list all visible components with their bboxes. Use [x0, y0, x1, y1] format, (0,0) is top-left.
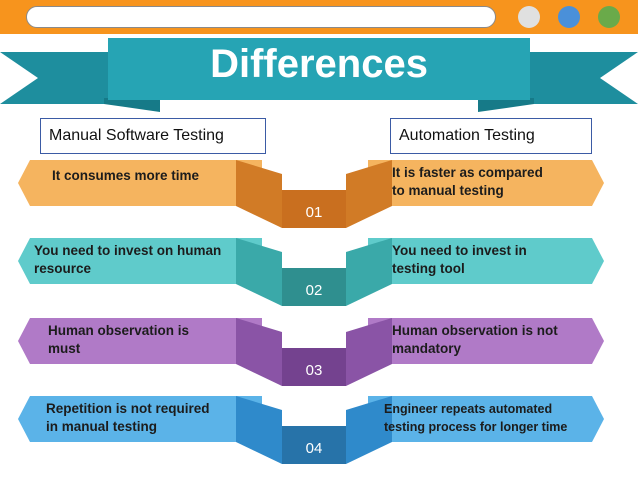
automation-point-4: Engineer repeats automated testing proces… [384, 400, 567, 436]
left-arrow-4 [18, 396, 262, 442]
gray-circle-icon[interactable] [518, 6, 540, 28]
manual-point-line: Repetition is not required [46, 401, 210, 416]
automation-testing-header: Automation Testing [390, 118, 592, 154]
top-bar [0, 0, 638, 34]
automation-point-1: It is faster as compared to manual testin… [392, 164, 543, 200]
automation-point-line: Human observation is not [392, 323, 558, 338]
automation-point-2: You need to invest in testing tool [392, 242, 527, 278]
automation-point-line: Engineer repeats automated [384, 402, 553, 416]
right-fold-4 [346, 396, 392, 464]
automation-point-line: testing tool [392, 261, 465, 276]
manual-point-line: in manual testing [46, 419, 158, 434]
row-number-4: 04 [305, 440, 323, 457]
right-fold-2 [346, 238, 392, 306]
automation-point-line: You need to invest in [392, 243, 527, 258]
number-band-1 [282, 190, 346, 228]
right-fold-1 [346, 160, 392, 228]
automation-point-line: to manual testing [392, 183, 504, 198]
green-circle-icon[interactable] [598, 6, 620, 28]
manual-point-line: It consumes more time [52, 168, 200, 183]
right-arrow-4 [368, 396, 604, 442]
left-arrow-3 [18, 318, 262, 364]
manual-point-line: must [48, 341, 81, 356]
manual-point-3: Human observation is must [48, 322, 189, 358]
automation-point-line: It is faster as compared [392, 165, 543, 180]
automation-point-line: testing process for longer time [384, 420, 568, 434]
left-arrow-2 [18, 238, 262, 284]
automation-point-line: mandatory [392, 341, 462, 356]
comparison-diagram [18, 160, 604, 464]
automation-point-3: Human observation is not mandatory [392, 322, 558, 358]
row-number-1: 01 [305, 204, 323, 221]
left-fold-3 [236, 318, 282, 386]
manual-point-line: Human observation is [48, 323, 190, 338]
blue-circle-icon[interactable] [558, 6, 580, 28]
manual-point-1: It consumes more time [52, 167, 199, 185]
manual-testing-header: Manual Software Testing [40, 118, 266, 154]
right-arrow-1 [368, 160, 604, 206]
manual-point-2: You need to invest on human resource [34, 242, 221, 278]
row-number-2: 02 [305, 282, 323, 299]
number-band-4 [282, 426, 346, 464]
search-bar[interactable] [26, 6, 496, 28]
right-arrow-2 [368, 238, 604, 284]
right-fold-3 [346, 318, 392, 386]
manual-point-4: Repetition is not required in manual test… [46, 400, 210, 436]
right-arrow-3 [368, 318, 604, 364]
number-band-3 [282, 348, 346, 386]
manual-point-line: resource [34, 261, 92, 276]
left-arrow-1 [18, 160, 262, 206]
left-fold-4 [236, 396, 282, 464]
slide-title: Differences [210, 41, 428, 86]
title-ribbon [0, 38, 638, 112]
left-fold-2 [236, 238, 282, 306]
row-number-3: 03 [305, 362, 323, 379]
number-band-2 [282, 268, 346, 306]
manual-point-line: You need to invest on human [34, 243, 222, 258]
left-fold-1 [236, 160, 282, 228]
